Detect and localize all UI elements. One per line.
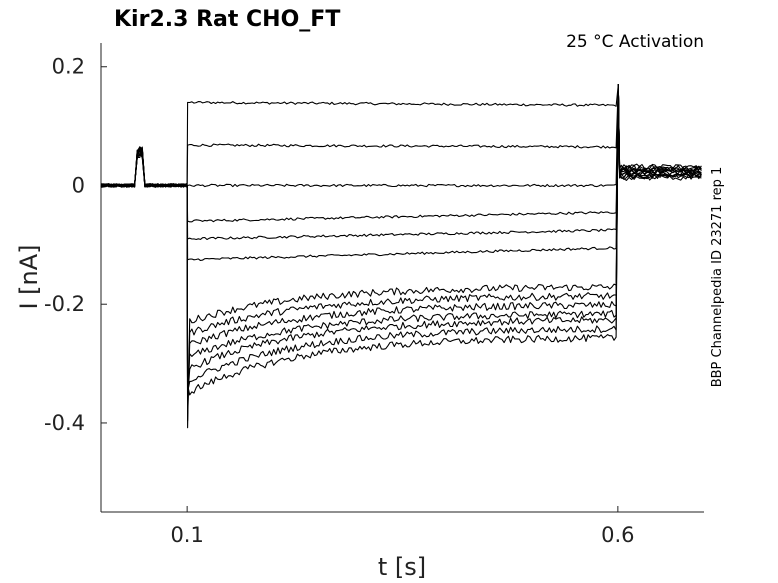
trace-line bbox=[100, 84, 702, 393]
axes: 0.2 0 -0.2 -0.4 0.1 0.6 bbox=[44, 43, 704, 547]
trace-line bbox=[100, 84, 702, 223]
trace-line bbox=[100, 84, 702, 241]
y-tick-label: 0.2 bbox=[52, 55, 85, 79]
trace-line bbox=[100, 84, 702, 188]
trace-line bbox=[100, 84, 702, 400]
traces bbox=[100, 84, 702, 429]
trace-line bbox=[100, 84, 702, 188]
x-tick-label: 0.6 bbox=[601, 523, 634, 547]
trace-line bbox=[100, 84, 702, 429]
trace-line bbox=[100, 84, 702, 396]
trace-line bbox=[100, 84, 702, 262]
y-tick-label: 0 bbox=[72, 173, 85, 197]
y-axis-label: I [nA] bbox=[15, 244, 43, 309]
side-label: BBP Channelpedia ID 23271 rep 1 bbox=[710, 167, 725, 388]
trace-line bbox=[100, 84, 702, 415]
trace-line bbox=[100, 84, 702, 422]
x-tick-label: 0.1 bbox=[170, 523, 203, 547]
trace-line bbox=[100, 84, 702, 188]
chart-title: Kir2.3 Rat CHO_FT bbox=[114, 7, 340, 32]
y-tick-label: -0.4 bbox=[44, 411, 85, 435]
y-tick-label: -0.2 bbox=[44, 292, 85, 316]
trace-line bbox=[100, 84, 702, 407]
x-axis-label: t [s] bbox=[378, 553, 426, 581]
chart-annotation: 25 °C Activation bbox=[566, 32, 704, 52]
